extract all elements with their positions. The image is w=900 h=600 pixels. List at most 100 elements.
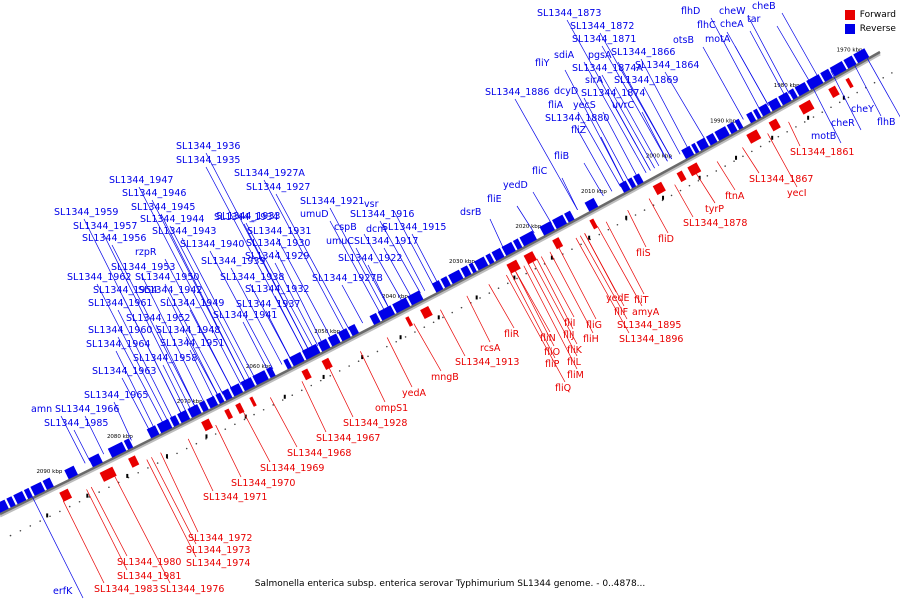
forward-gene-label: yedA [402,388,426,399]
guide-dot [281,399,284,401]
guide-dot [291,394,294,396]
reverse-leader-line [710,17,761,111]
reverse-leader-line [600,136,626,185]
reverse-leader-line [574,124,613,192]
reverse-leader-line [138,186,242,386]
forward-gene [301,368,312,381]
guide-dot [795,126,797,128]
reverse-gene [123,438,134,450]
reverse-gene [448,269,464,285]
reverse-gene-label: SL1344_1874 [581,88,645,99]
reverse-leader-line [643,86,681,155]
guide-dot [357,360,360,363]
forward-leader-line [532,260,578,345]
forward-leader-line [506,274,566,383]
genome-caption: Salmonella enterica subsp. enterica sero… [254,579,646,589]
guide-dot [882,76,885,79]
guide-dot [376,350,379,353]
forward-leader-line [215,424,242,478]
reverse-gene-label: SL1344_1948 [156,325,220,336]
reverse-gene [266,366,276,379]
reverse-gene-label: dcm [366,224,387,235]
reverse-gene [820,68,833,82]
reverse-leader-line [379,220,421,294]
reverse-leader-line [749,30,786,97]
feature-mark [588,235,591,240]
feature-mark [475,295,478,300]
forward-gene-label: fliL [567,357,582,368]
reverse-leader-line [162,364,187,413]
forward-gene [687,162,702,177]
forward-gene-label: SL1344_1895 [617,320,681,331]
reverse-gene [88,453,103,468]
reverse-gene [734,118,744,130]
forward-leader-line [413,323,442,372]
reverse-gene-label: flhD [681,6,700,17]
reverse-leader-line [489,218,505,250]
guide-dot [395,340,398,343]
forward-gene-label: fliQ [555,383,571,394]
forward-gene-label: fliT [634,295,649,306]
forward-gene [652,181,666,196]
forward-leader-line [742,147,760,174]
forward-gene-label: SL1344_1974 [186,558,250,569]
forward-gene-label: SL1344_1969 [260,463,324,474]
reverse-leader-line [263,179,346,333]
reverse-gene [156,418,173,434]
reverse-gene-label: cspB [334,222,357,233]
reverse-leader-line [73,429,91,462]
guide-dot [479,297,481,299]
reverse-gene [714,126,730,141]
backbone-line [0,50,881,516]
legend-reverse-label: Reverse [859,24,896,34]
guide-dot [414,331,416,333]
reverse-gene-label: SL1344_1952 [126,313,190,324]
reverse-gene [6,496,16,508]
reverse-leader-line [189,349,215,400]
reverse-leader-line [601,45,668,162]
reverse-gene-label: SL1344_1944 [140,214,204,225]
guide-dot [571,248,573,250]
reverse-leader-line [851,58,882,117]
reverse-gene [552,214,568,229]
guide-dot [643,209,646,211]
reverse-gene [794,81,810,97]
reverse-leader-line [383,247,412,298]
scale-tick-label: 2060 kbp [246,364,272,370]
guide-dot [516,277,518,280]
forward-leader-line [584,233,625,307]
reverse-gene [473,256,489,271]
forward-leader-line [540,256,575,318]
reverse-gene-label: SL1344_1953 [111,262,175,273]
guide-dot [9,534,12,537]
guide-dot [751,150,753,153]
reverse-gene-label: SL1344_1931 [247,226,311,237]
feature-mark [662,195,665,200]
guide-dot [205,438,207,440]
reverse-gene-label: SL1344_1934 [214,212,278,223]
reverse-gene [539,221,556,236]
forward-gene [798,99,815,115]
guide-dot [185,447,188,450]
reverse-gene-label: SL1344_1949 [160,298,224,309]
forward-gene-label: SL1344_1981 [117,571,181,582]
reverse-gene-label: cheR [831,118,855,129]
guide-dot [616,223,619,226]
reverse-leader-line [117,336,164,425]
guide-dot [300,389,303,392]
reverse-gene-label: SL1344_1964 [86,339,150,350]
reverse-leader-line [121,377,151,432]
reverse-leader-line [329,220,381,314]
forward-leader-line [674,184,694,218]
forward-gene-label: yecI [787,188,807,199]
forward-gene [589,218,598,230]
reverse-gene-label: SL1344_1915 [382,222,446,233]
scale-tick-label: 2010 kbp [581,189,607,195]
forward-gene [235,402,245,415]
reverse-gene-label: SL1344_1950 [135,272,199,283]
guide-dot [634,214,637,216]
reverse-gene-label: SL1344_1927A [234,168,305,179]
forward-gene [523,251,537,265]
reverse-gene [519,230,537,247]
forward-leader-line [510,272,556,359]
